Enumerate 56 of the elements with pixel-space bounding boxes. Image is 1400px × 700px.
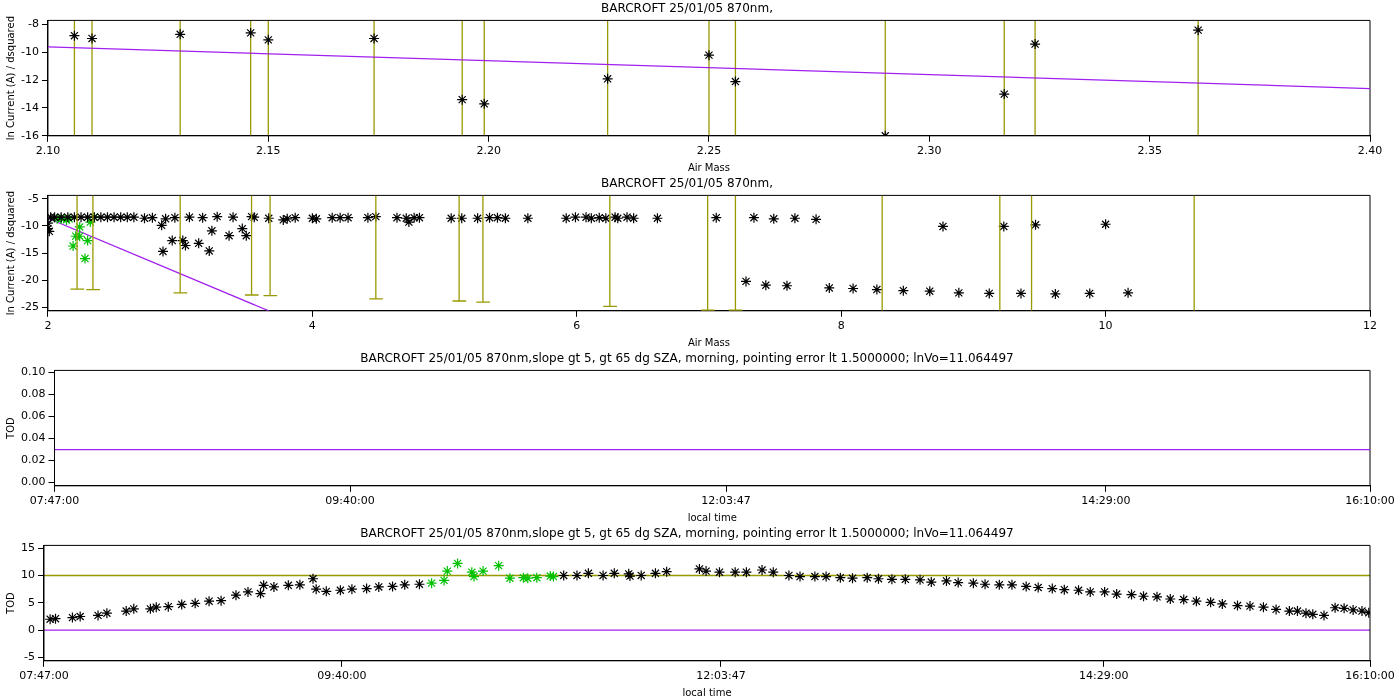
chart-title: BARCROFT 25/01/05 870nm,slope gt 5, gt 65 dg SZA, morning, pointing error lt 1.5000000; lnVo=11.064497: [360, 351, 1014, 366]
y-axis-title: TOD: [4, 416, 16, 440]
y-tick-label: -10: [21, 45, 39, 59]
chart-title: BARCROFT 25/01/05 870nm,: [601, 176, 773, 191]
x-tick-label: 12:03:47: [701, 494, 751, 508]
x-axis-title: local time: [687, 511, 737, 523]
y-tick-label: 0.08: [20, 387, 46, 401]
y-tick-label: 0.10: [20, 365, 46, 379]
x-tick-label: 4: [308, 319, 316, 333]
x-axis-title: Air Mass: [687, 161, 731, 173]
y-axis-title: TOD: [4, 591, 16, 615]
x-tick-label: 2.10: [35, 144, 61, 158]
x-tick-label: 12:03:47: [696, 669, 746, 683]
y-tick-label: 0.02: [20, 453, 46, 467]
x-tick-label: 07:47:00: [29, 494, 80, 508]
x-tick-label: 2.15: [256, 144, 281, 158]
y-tick-label: 0.00: [20, 475, 46, 489]
x-tick-label: 2: [44, 319, 52, 333]
x-tick-label: 2.25: [696, 144, 722, 158]
y-tick-label: -12: [21, 73, 39, 87]
y-tick-label: -25: [21, 300, 39, 314]
chart-title: BARCROFT 25/01/05 870nm,: [601, 1, 773, 16]
y-tick-label: 5: [28, 595, 35, 609]
x-tick-label: 6: [573, 319, 581, 333]
x-tick-label: 14:29:00: [1081, 494, 1131, 508]
x-tick-label: 8: [837, 319, 845, 333]
y-tick-label: -8: [28, 17, 39, 31]
x-tick-label: 10: [1098, 319, 1113, 333]
x-tick-label: 16:10:00: [1345, 669, 1395, 683]
y-tick-label: 0.04: [20, 431, 46, 445]
y-tick-label: 0: [28, 623, 35, 637]
x-tick-label: 2.40: [1357, 144, 1383, 158]
y-tick-label: -16: [21, 128, 39, 142]
y-tick-label: -20: [21, 273, 39, 287]
x-tick-label: 16:10:00: [1345, 494, 1395, 508]
y-tick-label: -5: [28, 191, 39, 205]
x-tick-label: 09:40:00: [317, 669, 367, 683]
y-axis-title: ln Current (A) / dsquared: [4, 191, 16, 316]
y-tick-label: 10: [21, 568, 35, 582]
chart-title: BARCROFT 25/01/05 870nm,slope gt 5, gt 65 dg SZA, morning, pointing error lt 1.5000000; lnVo=11.064497: [360, 526, 1014, 541]
y-axis-title: ln Current (A) / dsquared: [4, 16, 16, 141]
y-tick-label: -5: [24, 650, 35, 664]
x-tick-label: 2.30: [917, 144, 942, 158]
x-tick-label: 2.35: [1137, 144, 1162, 158]
y-tick-label: -10: [21, 218, 39, 232]
x-tick-label: 09:40:00: [325, 494, 375, 508]
y-tick-label: -14: [21, 100, 39, 114]
x-axis-title: Air Mass: [687, 336, 731, 348]
x-tick-label: 2.20: [476, 144, 501, 158]
x-tick-label: 12: [1363, 319, 1377, 333]
x-tick-label: 14:29:00: [1079, 669, 1129, 683]
x-axis-title: local time: [682, 686, 732, 698]
y-tick-label: -15: [21, 245, 39, 259]
x-tick-label: 07:47:00: [19, 669, 69, 683]
y-tick-label: 15: [21, 540, 35, 554]
y-tick-label: 0.06: [20, 409, 46, 423]
